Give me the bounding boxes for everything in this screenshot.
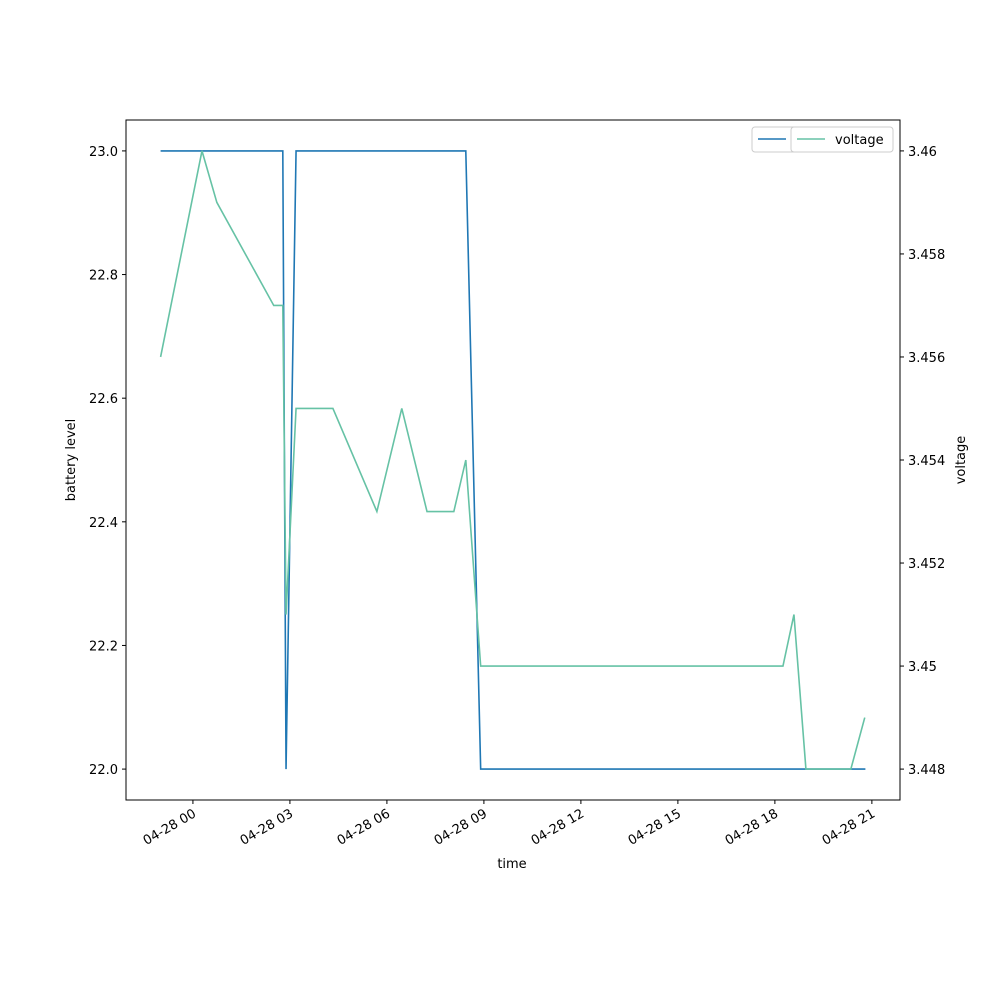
y-tick-label: 22.4 <box>89 516 118 531</box>
y-tick-label: 22.2 <box>89 639 118 654</box>
y2-axis-label: voltage <box>954 436 969 485</box>
x-tick-label: 04-28 03 <box>238 806 296 848</box>
y-axis-label: battery level <box>64 419 79 502</box>
x-tick-label: 04-28 15 <box>626 806 684 848</box>
y2-tick-label: 3.458 <box>908 248 945 263</box>
x-tick-label: 04-28 09 <box>432 806 490 848</box>
x-tick-label: 04-28 18 <box>723 806 781 848</box>
y2-tick-label: 3.448 <box>908 763 945 778</box>
y2-tick-label: 3.456 <box>908 351 945 366</box>
plot-frame <box>125 119 901 801</box>
legend-box <box>790 126 894 153</box>
x-tick-label: 04-28 21 <box>820 806 878 848</box>
y2-tick-label: 3.452 <box>908 557 945 572</box>
y-tick-label: 22.8 <box>89 269 118 284</box>
x-tick-label: 04-28 12 <box>529 806 587 848</box>
y-tick-label: 22.6 <box>89 392 118 407</box>
y2-tick-label: 3.46 <box>908 145 937 160</box>
y2-tick-label: 3.45 <box>908 660 937 675</box>
x-tick-label: 04-28 00 <box>141 806 199 848</box>
y-tick-label: 22.0 <box>89 763 118 778</box>
x-axis-label: time <box>497 857 526 872</box>
y2-tick-label: 3.454 <box>908 454 945 469</box>
x-tick-label: 04-28 06 <box>335 806 393 848</box>
line-series <box>159 150 866 770</box>
y-tick-label: 23.0 <box>89 145 118 160</box>
line-series <box>160 150 866 770</box>
legend-label: voltage <box>835 133 884 148</box>
